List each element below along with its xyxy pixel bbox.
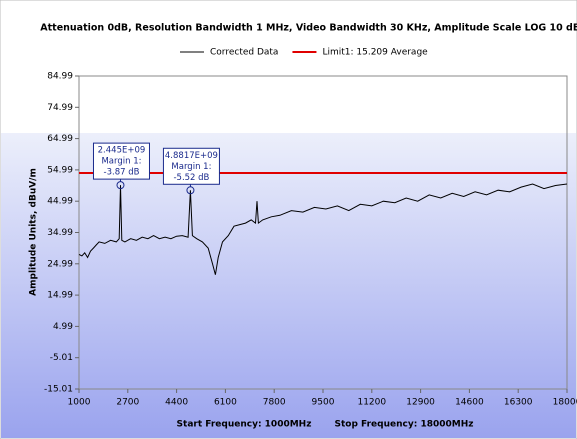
y-tick-label: 84.99 (47, 72, 73, 82)
x-axis-label: Start Frequency: 1000MHz (177, 420, 312, 430)
x-tick-label: 9500 (312, 398, 335, 408)
chart-title: Attenuation 0dB, Resolution Bandwidth 1 … (40, 23, 577, 34)
y-tick-label: 54.99 (47, 165, 73, 175)
y-tick-label: 74.99 (47, 103, 73, 113)
marker-box (92, 142, 150, 180)
y-tick-label: -15.01 (44, 385, 73, 395)
marker-text: Margin 1: (101, 157, 141, 167)
marker-text: -3.87 dB (104, 168, 140, 178)
x-tick-label: 14600 (455, 398, 484, 408)
y-tick-label: 34.99 (47, 228, 73, 238)
x-tick-label: 11200 (357, 398, 386, 408)
y-tick-label: 24.99 (47, 259, 73, 269)
x-tick-label: 1000 (68, 398, 91, 408)
x-tick-label: 16300 (504, 398, 533, 408)
y-tick-label: 44.99 (47, 197, 73, 207)
y-tick-label: 14.99 (47, 291, 73, 301)
x-tick-label: 6100 (214, 398, 237, 408)
marker-text: Margin 1: (171, 162, 211, 172)
series-line (78, 183, 568, 275)
marker-text: 4.8817E+09 (165, 151, 218, 161)
background-band (1, 133, 576, 438)
y-tick-label: -5.01 (50, 353, 73, 363)
marker-text: -5.52 dB (173, 173, 209, 183)
y-tick-label: 64.99 (47, 134, 73, 144)
x-tick-label: 4400 (165, 398, 188, 408)
x-tick-label: 7800 (263, 398, 286, 408)
x-axis-label: Stop Frequency: 18000MHz (335, 420, 474, 430)
legend-label: Limit1: 15.209 Average (322, 48, 428, 58)
y-axis-label: Amplitude Units, dBuV/m (29, 168, 39, 296)
y-tick-label: 4.99 (53, 322, 73, 332)
x-tick-label: 2700 (116, 398, 139, 408)
marker-box (162, 147, 220, 185)
x-tick-label: 12900 (406, 398, 435, 408)
x-tick-label: 18000 (553, 398, 577, 408)
marker-text: 2.445E+09 (98, 146, 146, 156)
legend-label: Corrected Data (210, 48, 278, 58)
